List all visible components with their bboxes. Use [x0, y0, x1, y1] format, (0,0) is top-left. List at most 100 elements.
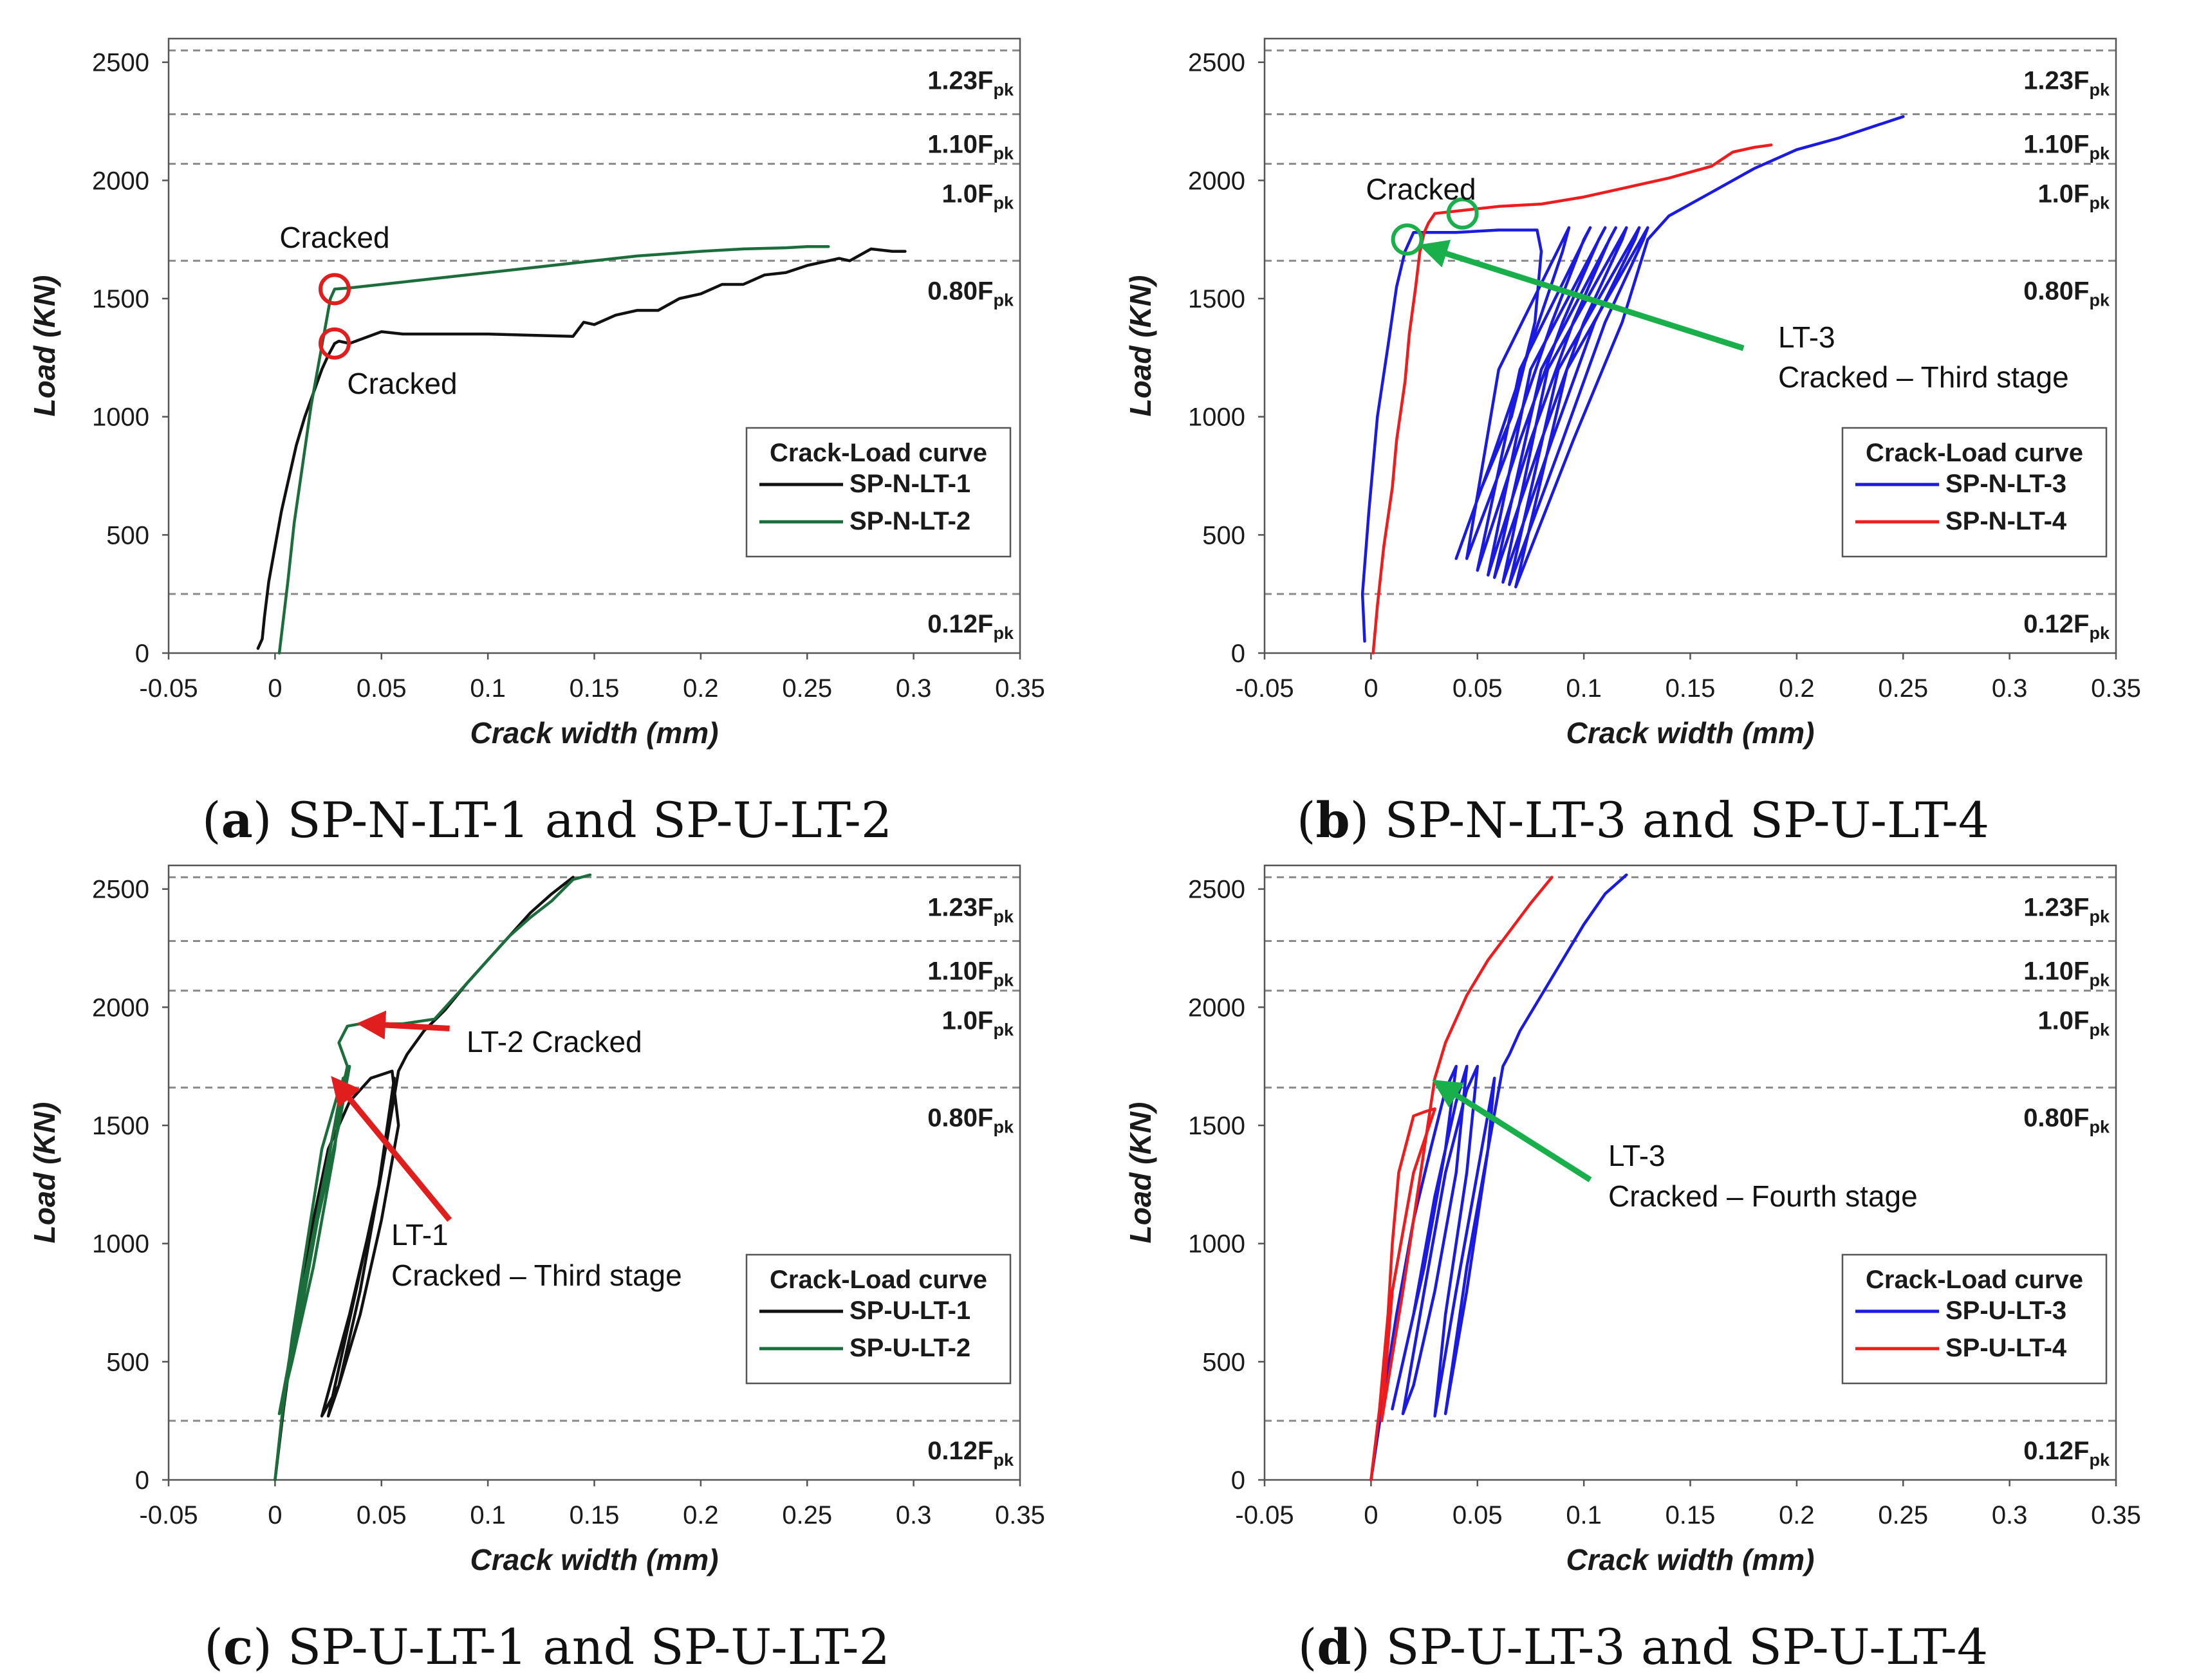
- y-tick-label: 0: [135, 1466, 149, 1495]
- caption-text: SP-U-LT-1 and SP-U-LT-2: [287, 1618, 890, 1675]
- series-line-SP-N-LT-3: [1360, 115, 1905, 643]
- x-tick-label: 0: [1364, 674, 1378, 703]
- y-tick-label: 2500: [92, 876, 149, 904]
- x-tick-label: 0.05: [357, 674, 407, 703]
- y-tick-label: 2000: [92, 993, 149, 1022]
- ref-line-label: 1.0Fpk: [942, 180, 1014, 213]
- ref-line-label: 1.23Fpk: [2023, 893, 2110, 926]
- annotation-text: LT-1: [391, 1218, 449, 1251]
- x-tick-label: 0.35: [2091, 674, 2141, 703]
- panel-b: 1.23Fpk 1.10Fpk 1.0Fpk 0.80Fpk 0.12Fpk -0.05 0…: [1096, 0, 2190, 849]
- legend-entry: SP-N-LT-4: [1945, 507, 2067, 535]
- ref-line-label: 1.10Fpk: [927, 957, 1014, 990]
- legend: Crack-Load curve SP-N-LT-1 SP-N-LT-2: [745, 427, 1012, 558]
- panel-d: 1.23Fpk 1.10Fpk 1.0Fpk 0.80Fpk 0.12Fpk -0.05 0…: [1096, 827, 2190, 1675]
- crack-marker: [1391, 223, 1424, 256]
- x-tick-label: 0.1: [1566, 1501, 1602, 1529]
- x-tick-label: 0.35: [995, 1501, 1045, 1529]
- caption-letter: c: [223, 1618, 254, 1675]
- ref-line-label: 0.80Fpk: [927, 277, 1014, 309]
- annotation-text: LT-2 Cracked: [467, 1025, 642, 1058]
- series-line-SP-N-LT-4: [1371, 143, 1773, 655]
- ref-line-label: 0.12Fpk: [2023, 610, 2110, 643]
- x-tick-label: 0.1: [1566, 674, 1602, 703]
- caption-a: (a) SP-N-LT-1 and SP-U-LT-2: [201, 791, 893, 849]
- x-axis-title: Crack width (mm): [470, 1543, 719, 1576]
- y-tick-label: 1500: [1188, 1112, 1245, 1140]
- y-tick-label: 2000: [1188, 993, 1245, 1022]
- y-axis-title: Load (KN): [28, 1102, 61, 1244]
- x-tick-label: 0.25: [1878, 674, 1928, 703]
- ref-line-label: 1.10Fpk: [2023, 957, 2110, 990]
- y-tick-label: 2500: [1188, 876, 1245, 904]
- x-tick-label: 0.3: [1992, 1501, 2028, 1529]
- ref-line-label: 1.10Fpk: [927, 131, 1014, 163]
- x-axis-title: Crack width (mm): [1566, 1543, 1815, 1576]
- chart-a: 1.23Fpk 1.10Fpk 1.0Fpk 0.80Fpk 0.12Fpk -0.05 0…: [28, 37, 1045, 750]
- y-tick-label: 500: [106, 521, 149, 549]
- x-axis-title: Crack width (mm): [470, 716, 719, 750]
- annotation-arrow: [1432, 1080, 1592, 1183]
- legend-box: [1841, 427, 2108, 558]
- ref-line-label: 1.23Fpk: [2023, 66, 2110, 99]
- legend-entry: SP-U-LT-1: [849, 1297, 970, 1325]
- caption-text: SP-N-LT-3 and SP-U-LT-4: [1384, 791, 1990, 849]
- annotation-arrow: [356, 1010, 450, 1040]
- legend: Crack-Load curve SP-N-LT-3 SP-N-LT-4: [1841, 427, 2108, 558]
- x-tick-label: 0: [1364, 1501, 1378, 1529]
- legend-title: Crack-Load curve: [770, 439, 987, 467]
- crack-marker: [318, 327, 351, 360]
- caption-b: (b) SP-N-LT-3 and SP-U-LT-4: [1296, 791, 1990, 849]
- x-tick-label: -0.05: [1235, 1501, 1294, 1529]
- series-line-SP-U-LT-3: [1369, 873, 1628, 1482]
- x-tick-label: 0.15: [1666, 674, 1716, 703]
- ref-line-label: 1.0Fpk: [2037, 180, 2110, 213]
- annotation-text: LT-3: [1778, 320, 1835, 354]
- y-tick-label: 2500: [92, 49, 149, 77]
- x-tick-label: 0.05: [357, 1501, 407, 1529]
- legend-entry: SP-N-LT-2: [849, 507, 970, 535]
- y-tick-label: 1500: [92, 285, 149, 313]
- y-tick-label: 500: [1202, 521, 1245, 549]
- plot-frame: [167, 37, 1021, 654]
- legend-box: [745, 427, 1012, 558]
- y-tick-label: 1000: [92, 403, 149, 432]
- legend-entry: SP-U-LT-4: [1945, 1334, 2067, 1362]
- caption-c: (c) SP-U-LT-1 and SP-U-LT-2: [204, 1618, 890, 1675]
- chart-b: 1.23Fpk 1.10Fpk 1.0Fpk 0.80Fpk 0.12Fpk -0.05 0…: [1124, 37, 2141, 750]
- x-tick-label: 0.1: [470, 1501, 506, 1529]
- annotation-text: Cracked: [279, 221, 389, 254]
- ref-line-label: 1.0Fpk: [2037, 1007, 2110, 1040]
- ref-line-label: 0.80Fpk: [2023, 277, 2110, 309]
- ref-line-label: 0.80Fpk: [2023, 1103, 2110, 1136]
- ref-line-label: 1.23Fpk: [927, 893, 1014, 926]
- annotation-text: Cracked: [1366, 172, 1476, 206]
- annotation-text: LT-3: [1608, 1139, 1666, 1172]
- ref-line-label: 1.23Fpk: [927, 66, 1014, 99]
- x-tick-label: 0.25: [782, 674, 832, 703]
- plot-frame: [1263, 37, 2117, 654]
- plot-frame: [1263, 864, 2117, 1481]
- caption-letter: b: [1315, 791, 1350, 849]
- annotation-arrow: [1418, 239, 1745, 351]
- legend-box: [745, 1253, 1012, 1385]
- annotation-text: Cracked – Third stage: [1778, 360, 2069, 394]
- x-tick-label: 0: [268, 674, 282, 703]
- chart-c: 1.23Fpk 1.10Fpk 1.0Fpk 0.80Fpk 0.12Fpk -0.05 0…: [28, 864, 1045, 1576]
- annotation-text: Cracked: [347, 367, 457, 400]
- ref-line-label: 0.12Fpk: [2023, 1437, 2110, 1470]
- x-axis-title: Crack width (mm): [1566, 716, 1815, 750]
- y-tick-label: 2000: [1188, 167, 1245, 195]
- x-tick-label: 0.3: [896, 674, 932, 703]
- x-tick-label: 0.05: [1452, 674, 1503, 703]
- x-tick-label: 0.15: [1666, 1501, 1716, 1529]
- y-tick-label: 500: [106, 1348, 149, 1376]
- x-tick-label: 0.1: [470, 674, 506, 703]
- x-tick-label: 0.2: [1779, 674, 1815, 703]
- legend-entry: SP-N-LT-1: [849, 470, 970, 498]
- chart-d: 1.23Fpk 1.10Fpk 1.0Fpk 0.80Fpk 0.12Fpk -0.05 0…: [1124, 864, 2141, 1576]
- x-tick-label: 0.35: [995, 674, 1045, 703]
- legend-title: Crack-Load curve: [1866, 439, 2083, 467]
- y-tick-label: 0: [1231, 640, 1245, 668]
